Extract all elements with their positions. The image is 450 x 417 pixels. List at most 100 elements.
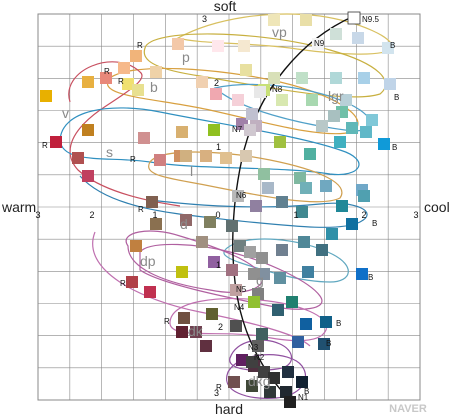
color-swatch: [226, 264, 238, 276]
tone-label-p: p: [182, 49, 190, 65]
color-swatch: [50, 136, 62, 148]
color-swatch: [240, 64, 252, 76]
color-swatch: [254, 86, 266, 98]
color-swatch: [234, 240, 246, 252]
curve-dk: [169, 298, 327, 342]
curve-g: [223, 238, 349, 283]
color-swatch: [118, 62, 130, 74]
tone-label-g: g: [256, 272, 264, 288]
color-swatch: [356, 268, 368, 280]
color-swatch: [232, 190, 244, 202]
color-swatch: [176, 326, 188, 338]
step-number: 2: [214, 78, 219, 88]
color-swatch: [320, 180, 332, 192]
color-swatch: [82, 76, 94, 88]
hue-marker-red: R: [137, 41, 143, 50]
color-swatch: [382, 42, 394, 54]
color-swatch: [132, 84, 144, 96]
curve-dkg2: [229, 339, 293, 371]
hue-marker-red: R: [130, 155, 136, 164]
color-swatch: [268, 372, 280, 384]
color-swatch: [302, 266, 314, 278]
color-swatch: [312, 38, 324, 50]
neutral-label-n3: N3: [248, 343, 259, 352]
hue-marker-red: R: [164, 317, 170, 326]
hue-marker-blue: B: [372, 219, 377, 228]
color-swatch: [347, 11, 361, 25]
curve-d: [79, 175, 368, 228]
grid: [37, 13, 421, 401]
color-swatch: [384, 78, 396, 90]
color-swatch: [272, 304, 284, 316]
hue-marker-red: R: [118, 77, 124, 86]
hue-marker-blue: B: [368, 273, 373, 282]
curve-dk2: [92, 231, 311, 347]
color-swatch: [232, 94, 244, 106]
color-swatch: [328, 110, 340, 122]
color-swatch: [250, 200, 262, 212]
color-swatch: [274, 136, 286, 148]
color-swatch: [276, 244, 288, 256]
axis-label-bottom: hard: [215, 401, 243, 417]
color-swatch: [268, 14, 280, 26]
color-swatch: [352, 32, 364, 44]
step-number: 3: [214, 388, 219, 398]
color-swatch: [180, 150, 192, 162]
color-swatch: [246, 380, 258, 392]
color-swatch: [146, 196, 158, 208]
color-swatch: [300, 182, 312, 194]
color-swatch: [244, 246, 256, 258]
color-swatch: [228, 376, 240, 388]
color-swatch: [138, 132, 150, 144]
color-swatch: [176, 266, 188, 278]
color-swatch: [360, 126, 372, 138]
tone-label-s: s: [106, 144, 113, 160]
axis-label-top: soft: [214, 0, 237, 14]
x-tick-label: 1: [152, 210, 157, 220]
color-swatch: [206, 308, 218, 320]
color-swatch: [72, 152, 84, 164]
color-swatch: [248, 268, 260, 280]
color-swatch: [268, 72, 280, 84]
color-swatch: [200, 340, 212, 352]
hue-marker-red: R: [216, 383, 222, 392]
color-swatch: [204, 216, 216, 228]
color-swatch: [256, 328, 268, 340]
color-swatch: [256, 252, 268, 264]
color-swatch: [326, 228, 338, 240]
hue-marker-blue: B: [390, 41, 395, 50]
color-swatch: [150, 66, 162, 78]
tone-label-vp: vp: [272, 24, 287, 40]
x-tick-label: 3: [35, 210, 40, 220]
watermark: NAVER: [389, 403, 427, 415]
color-swatch: [292, 336, 304, 348]
color-swatch: [358, 190, 370, 202]
neutral-label-n7: N7: [232, 125, 243, 134]
step-number: 1: [216, 260, 221, 270]
hue-marker-blue: B: [394, 93, 399, 102]
color-swatch: [346, 122, 358, 134]
color-swatch: [220, 152, 232, 164]
color-swatch: [130, 50, 142, 62]
color-swatch: [296, 72, 308, 84]
color-swatch: [258, 366, 270, 378]
color-swatch: [276, 196, 288, 208]
color-swatch: [144, 286, 156, 298]
curve-s: [59, 107, 360, 176]
color-swatches: [40, 11, 396, 408]
curve-l: [148, 151, 343, 203]
color-swatch: [40, 90, 52, 102]
color-swatch: [238, 40, 250, 52]
color-swatch: [236, 354, 248, 366]
color-swatch: [178, 312, 190, 324]
neutral-label-n2: N2: [254, 353, 265, 362]
step-number: 2: [218, 322, 223, 332]
color-swatch: [82, 170, 94, 182]
tone-label-dk: dk: [188, 323, 204, 339]
color-swatch: [284, 396, 296, 408]
color-swatch: [296, 206, 308, 218]
neutral-axis-curve: [232, 15, 355, 403]
curve-v: [68, 61, 181, 207]
color-swatch: [358, 72, 370, 84]
